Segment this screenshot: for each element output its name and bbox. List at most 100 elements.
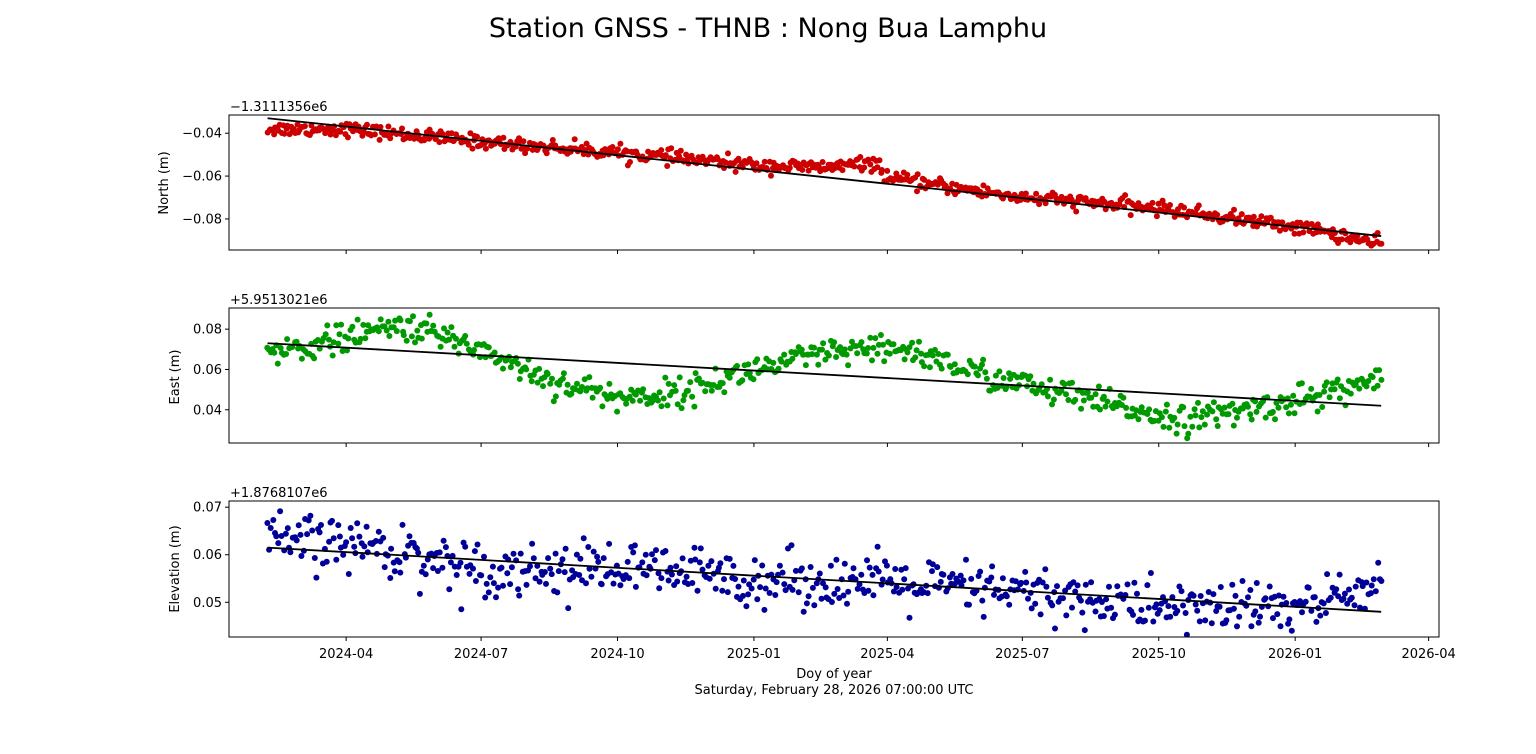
elevation-data-point xyxy=(750,576,757,583)
elevation-data-point xyxy=(999,575,1006,582)
east-data-point xyxy=(446,336,452,343)
elevation-data-point xyxy=(388,545,395,552)
east-data-point xyxy=(822,356,829,363)
elevation-data-point xyxy=(674,578,681,585)
east-data-point xyxy=(344,347,350,354)
east-data-point xyxy=(921,363,928,370)
elevation-data-point xyxy=(668,571,675,578)
elevation-data-point xyxy=(508,564,515,571)
elevation-data-point xyxy=(940,571,947,578)
east-data-point xyxy=(886,350,893,357)
north-data-point xyxy=(627,159,633,165)
elevation-data-point xyxy=(329,517,335,524)
east-data-point xyxy=(660,395,667,402)
north-data-point xyxy=(1229,214,1236,221)
east-data-point xyxy=(293,338,300,345)
east-data-point xyxy=(1080,397,1087,404)
east-y-tick-label: 0.08 xyxy=(193,323,222,338)
north-data-point xyxy=(1033,190,1040,197)
elevation-data-point xyxy=(586,565,593,572)
east-data-point xyxy=(629,397,636,404)
east-data-point xyxy=(547,380,554,387)
east-data-point xyxy=(581,376,588,383)
elevation-data-point xyxy=(466,570,473,577)
east-data-point xyxy=(1234,414,1240,421)
elevation-data-point xyxy=(673,563,680,570)
east-data-point xyxy=(523,366,530,373)
north-data-point xyxy=(474,133,480,140)
figure-title: Station GNSS - THNB : Nong Bua Lamphu xyxy=(489,13,1047,44)
north-data-point xyxy=(735,155,742,162)
east-data-point xyxy=(1058,387,1065,394)
elevation-data-point xyxy=(543,580,549,587)
east-data-point xyxy=(448,324,455,331)
east-data-point xyxy=(872,335,879,342)
elevation-data-point xyxy=(507,581,514,588)
east-data-point xyxy=(833,354,840,360)
elevation-data-point xyxy=(1049,602,1056,609)
elevation-data-point xyxy=(630,549,637,556)
elevation-data-point xyxy=(305,517,312,524)
east-data-point xyxy=(589,394,596,401)
east-data-point xyxy=(904,349,911,356)
elevation-data-point xyxy=(422,571,429,578)
elevation-data-point xyxy=(1150,618,1157,625)
east-data-point xyxy=(658,403,665,410)
east-data-point xyxy=(841,346,848,353)
elevation-data-point xyxy=(697,545,704,552)
elevation-data-point xyxy=(330,535,337,542)
north-data-point xyxy=(857,154,864,160)
east-data-point xyxy=(1365,378,1372,384)
elevation-data-point xyxy=(1270,615,1276,622)
east-data-point xyxy=(811,344,817,351)
east-data-point xyxy=(1163,401,1170,408)
east-data-point xyxy=(1198,414,1205,421)
elevation-data-point xyxy=(323,558,330,565)
north-data-point xyxy=(1167,202,1173,208)
east-data-point xyxy=(560,370,567,377)
east-data-point xyxy=(1063,391,1069,398)
elevation-data-point xyxy=(446,586,453,593)
east-data-point xyxy=(1204,411,1211,418)
elevation-data-point xyxy=(1063,612,1070,619)
east-data-point xyxy=(874,350,881,357)
elevation-data-point xyxy=(692,556,699,563)
elevation-data-point xyxy=(766,590,773,596)
east-data-point xyxy=(1316,392,1323,398)
north-data-point xyxy=(722,159,729,166)
elevation-data-point xyxy=(1216,603,1223,610)
east-data-point xyxy=(865,345,872,351)
elevation-data-point xyxy=(336,533,343,540)
elevation-panel: +1.8768107e6 Elevation (m) 0.05 0.06 0.07 2… xyxy=(168,486,1456,662)
elevation-data-point xyxy=(1275,592,1282,599)
east-data-point xyxy=(870,344,877,351)
elevation-data-point xyxy=(929,561,936,568)
elevation-data-point xyxy=(585,544,592,550)
elevation-data-point xyxy=(665,577,672,584)
east-data-point xyxy=(918,350,925,357)
elevation-data-point xyxy=(691,544,698,551)
elevation-data-point xyxy=(772,592,779,598)
north-data-point xyxy=(387,135,394,142)
north-data-point xyxy=(399,125,405,132)
elevation-data-point xyxy=(1194,607,1201,614)
elevation-data-point xyxy=(1062,587,1069,594)
elevation-data-point xyxy=(841,560,848,567)
east-data-point xyxy=(1000,375,1007,381)
east-data-point xyxy=(649,397,656,404)
elevation-data-point xyxy=(1324,571,1331,578)
elevation-data-point xyxy=(545,555,552,562)
elevation-data-point xyxy=(809,584,816,591)
east-data-point xyxy=(1174,421,1181,428)
east-data-point xyxy=(867,334,874,341)
north-data-point xyxy=(1279,219,1286,226)
north-data-point xyxy=(614,146,621,153)
elevation-data-point xyxy=(1236,613,1243,620)
east-data-point xyxy=(837,344,844,351)
elevation-y-axis-label: Elevation (m) xyxy=(168,525,183,612)
east-data-point xyxy=(982,369,989,376)
east-data-point xyxy=(604,395,611,402)
north-data-point xyxy=(364,121,370,128)
elevation-data-point xyxy=(762,585,769,592)
elevation-data-point xyxy=(481,553,487,560)
